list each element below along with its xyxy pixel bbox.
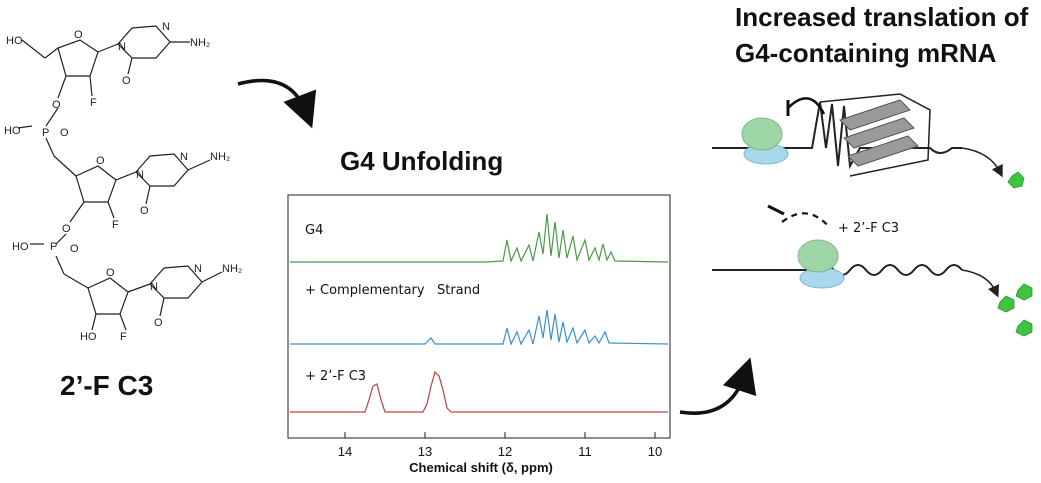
trace-label-complementary: + Complementary Strand	[305, 283, 480, 298]
atom-o: O	[140, 205, 149, 217]
mrna-strand-top	[712, 101, 962, 170]
atom-o: O	[106, 267, 115, 279]
molecule-name: 2’-F C3	[60, 370, 154, 401]
nmr-spectrum-panel: 14 13 12 11 10 Chemical shift (δ, ppm) G…	[287, 194, 671, 475]
nmr-frame	[287, 194, 671, 439]
trace-g4	[290, 213, 669, 263]
atom-p: P	[42, 127, 49, 139]
atom-n: N	[150, 281, 158, 293]
atom-f: F	[90, 97, 97, 109]
atom-f: F	[120, 331, 127, 343]
translation-diagram: + 2’-F C3	[712, 93, 1033, 337]
protein-cluster-icon	[997, 283, 1033, 337]
ribosome-active	[797, 239, 845, 289]
protein-icon	[1007, 171, 1025, 189]
atom-n: N	[136, 169, 144, 181]
chemical-structure: HO O N N NH₂ O F O P HO O O N N NH₂ O F …	[4, 21, 242, 343]
x-axis-title: Chemical shift (δ, ppm)	[409, 460, 553, 475]
atom-o: O	[60, 127, 69, 139]
atom-n: N	[162, 21, 170, 33]
atom-o: O	[122, 75, 131, 87]
atom-o: O	[52, 99, 61, 111]
arrow-to-protein-top	[961, 147, 1003, 178]
trace-label-2f-c3: + 2’-F C3	[305, 369, 366, 384]
ligand-label: + 2’-F C3	[838, 221, 899, 236]
atom-nh2: NH₂	[210, 151, 230, 163]
atom-nh2: NH₂	[190, 37, 210, 49]
block-arrow-dashed	[781, 212, 831, 229]
x-tick-label: 12	[498, 444, 512, 459]
translation-title-line2: G4-containing mRNA	[735, 38, 997, 68]
atom-n: N	[180, 151, 188, 163]
atom-o: O	[70, 243, 79, 255]
x-tick-label: 14	[338, 444, 352, 459]
atom-ho: HO	[80, 331, 97, 343]
block-arrow-solid	[787, 97, 826, 115]
atom-n: N	[118, 41, 126, 53]
trace-label-g4: G4	[305, 223, 323, 238]
g-quadruplex-icon	[839, 99, 919, 167]
atom-o: O	[74, 29, 83, 41]
x-tick-label: 10	[648, 444, 662, 459]
atom-f: F	[112, 219, 119, 231]
x-axis-ticks	[344, 432, 656, 438]
trace-complementary-strand	[290, 309, 669, 346]
translation-title-line1: Increased translation of	[735, 2, 1029, 32]
arrow-nmr-to-translation	[679, 357, 757, 415]
atom-o: O	[154, 317, 163, 329]
atom-ho: HO	[12, 241, 29, 253]
atom-ho: HO	[4, 125, 21, 137]
x-tick-label: 11	[578, 444, 592, 459]
atom-nh2: NH₂	[222, 263, 242, 275]
atom-o: O	[62, 223, 71, 235]
arrow-to-proteins-bottom	[961, 269, 1000, 298]
trace-2f-c3	[290, 370, 668, 413]
nmr-title: G4 Unfolding	[340, 146, 504, 176]
atom-n: N	[194, 263, 202, 275]
arrow-structure-to-nmr	[237, 78, 317, 129]
ribosome-blocked	[741, 117, 789, 165]
x-tick-label: 13	[418, 444, 432, 459]
atom-ho: HO	[6, 35, 23, 47]
atom-o: O	[96, 155, 105, 167]
atom-p: P	[50, 241, 57, 253]
